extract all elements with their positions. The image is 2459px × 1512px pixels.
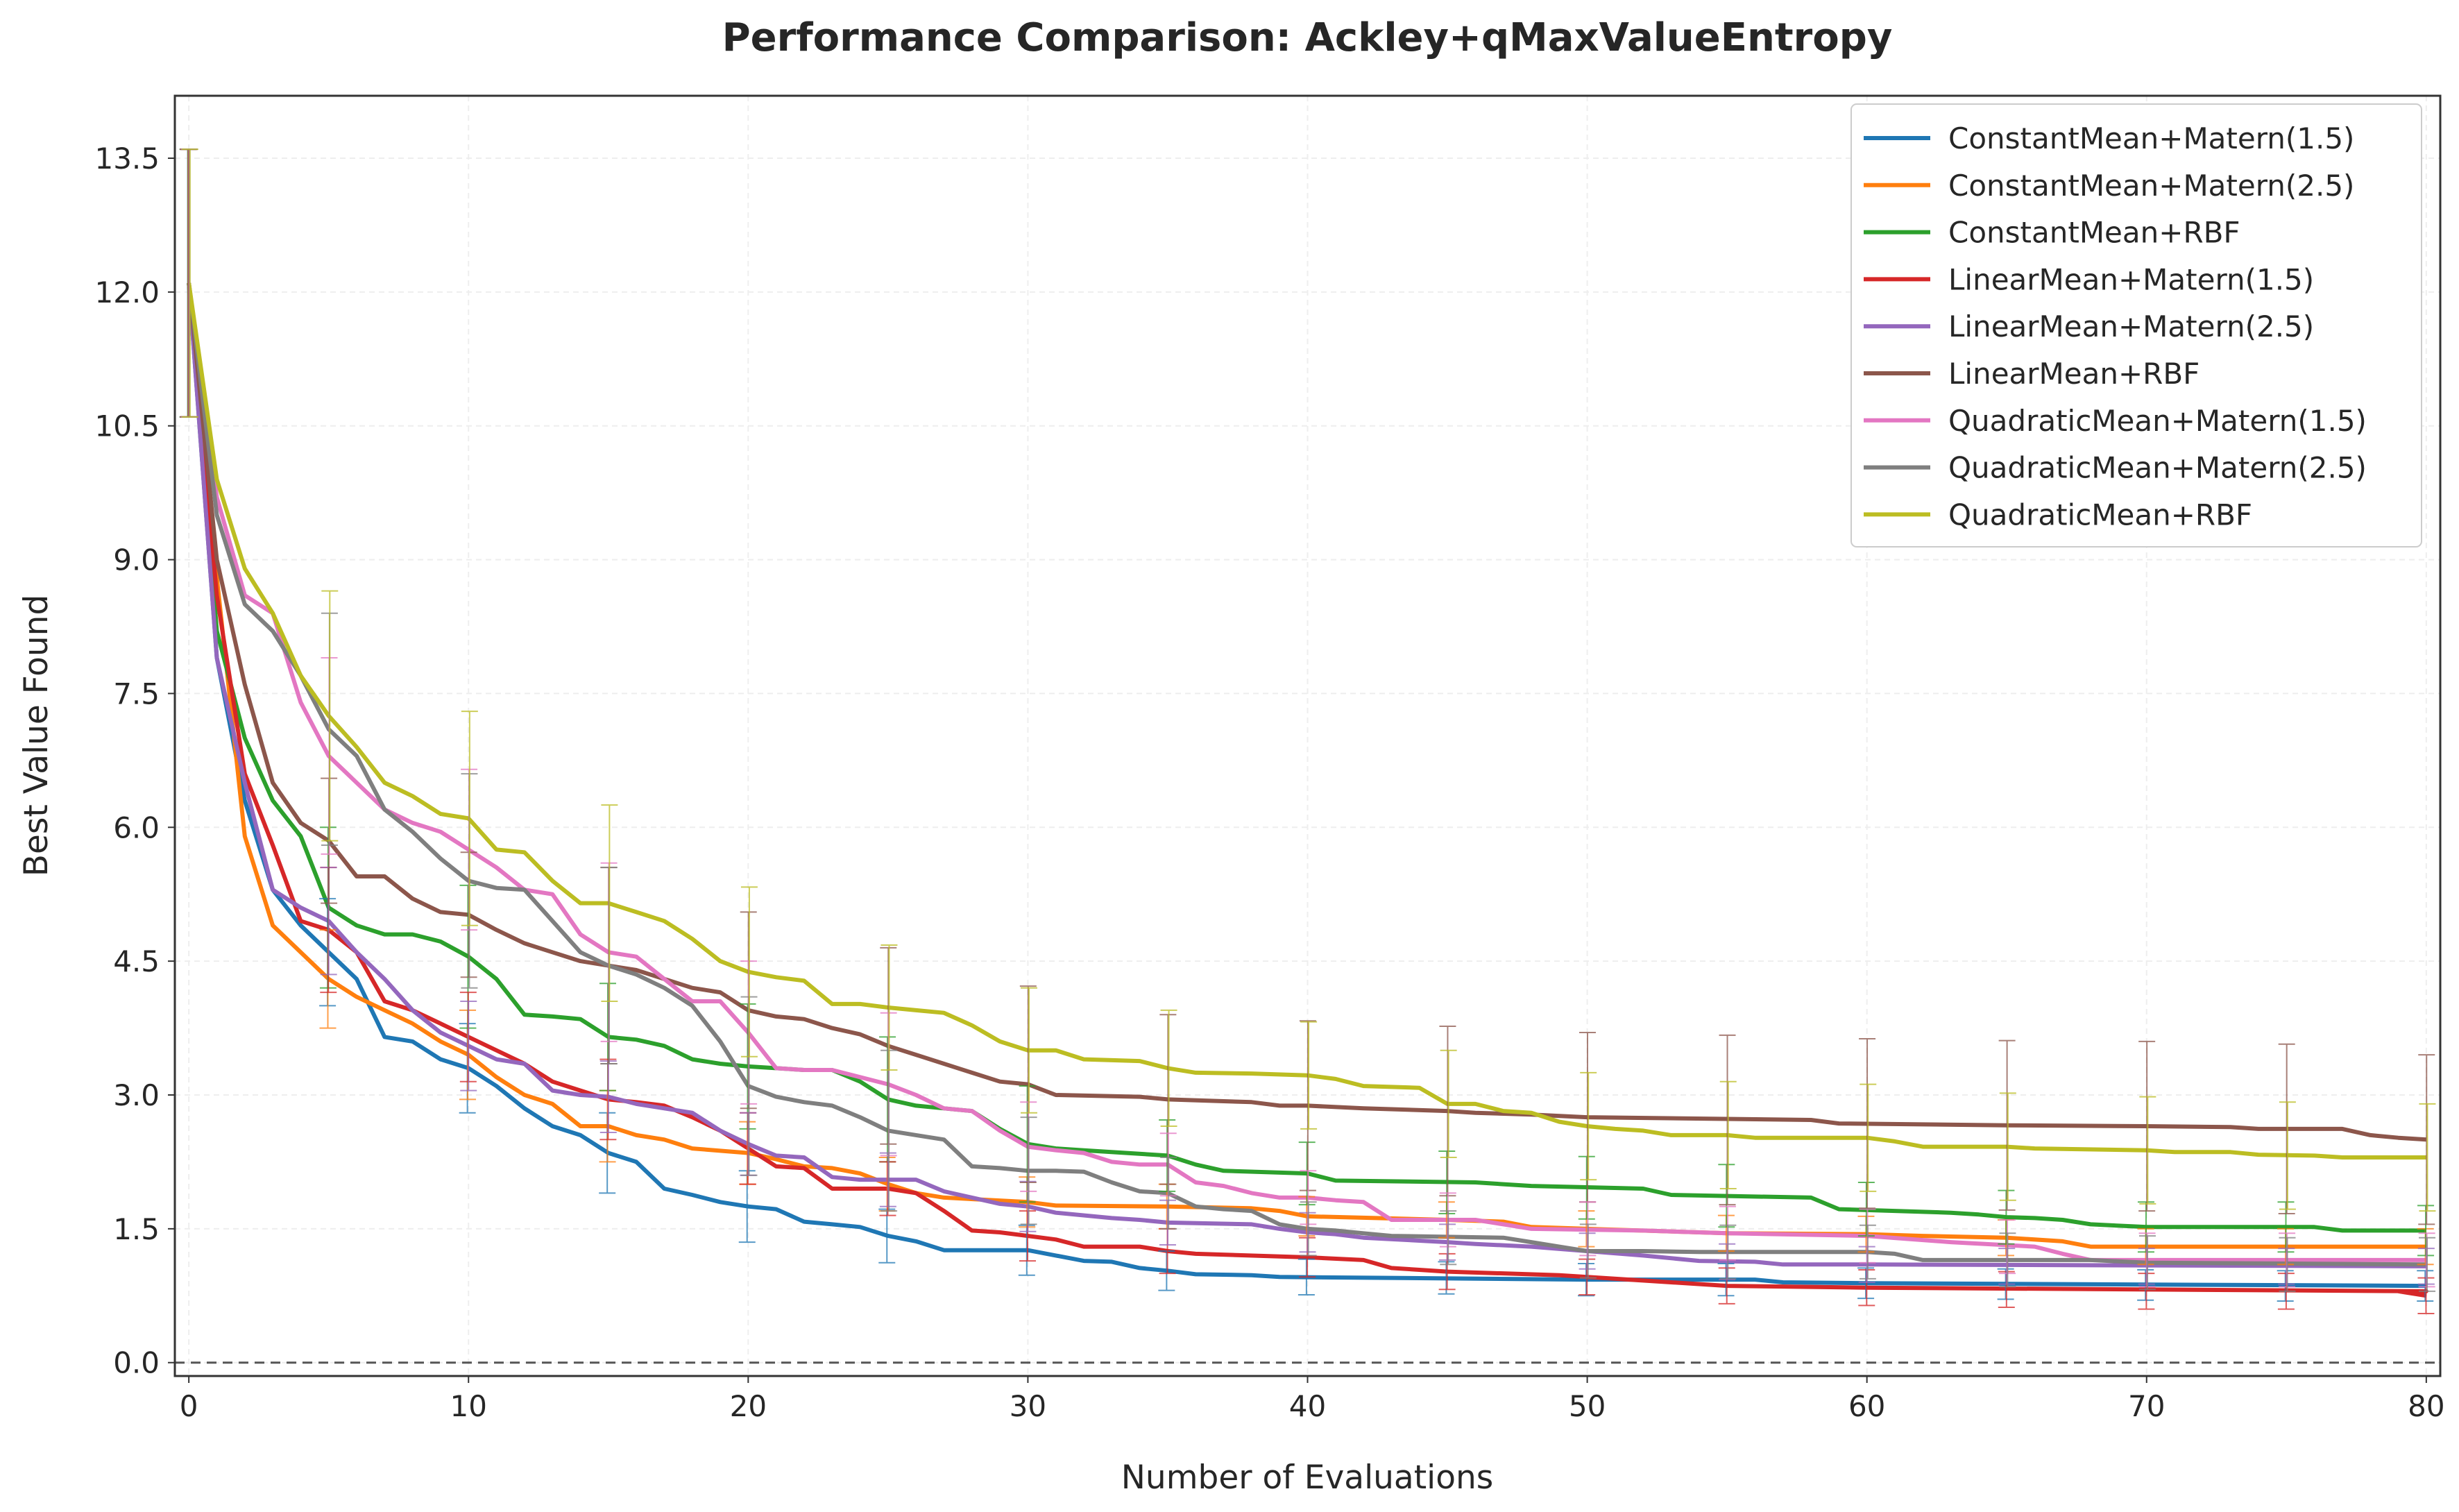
x-tick-label: 0 <box>180 1389 198 1423</box>
error-bar <box>1440 1210 1457 1266</box>
legend-label: ConstantMean+Matern(1.5) <box>1948 121 2354 155</box>
error-bar <box>1998 1189 2015 1245</box>
y-tick-label: 10.5 <box>94 409 160 443</box>
y-tick-label: 12.0 <box>94 275 160 309</box>
y-tick-label: 7.5 <box>113 677 160 711</box>
x-tick-label: 70 <box>2128 1389 2165 1423</box>
y-axis-label: Best Value Found <box>17 595 56 877</box>
error-bar <box>1158 1250 1175 1291</box>
legend: ConstantMean+Matern(1.5) ConstantMean+Mat… <box>1850 103 2422 547</box>
error-bar <box>1021 987 1038 1114</box>
y-tick-label: 3.0 <box>113 1078 160 1112</box>
legend-label: ConstantMean+RBF <box>1948 216 2240 250</box>
error-bar <box>1860 1083 1877 1192</box>
error-bar <box>2278 1043 2295 1214</box>
x-tick-label: 30 <box>1010 1389 1046 1423</box>
error-bar <box>601 804 618 1002</box>
error-bar <box>2419 1103 2436 1212</box>
error-bar <box>1859 1224 1876 1280</box>
error-bar <box>2279 1237 2296 1292</box>
error-bar <box>1159 1119 1176 1192</box>
error-bar <box>1020 1116 1037 1225</box>
error-bar <box>880 944 898 1071</box>
chart-title: Performance Comparison: Ackley+qMaxValue… <box>722 15 1893 60</box>
error-bar <box>1298 1141 1316 1206</box>
y-tick-label: 6.0 <box>113 810 160 844</box>
error-bar <box>1579 1223 1597 1279</box>
legend-label: LinearMean+RBF <box>1948 357 2200 391</box>
series-group <box>187 282 2428 1298</box>
error-bar <box>740 886 758 1057</box>
error-bar <box>2279 1101 2296 1210</box>
series-line <box>187 282 2426 1142</box>
legend-frame <box>1850 103 2422 547</box>
legend-label: ConstantMean+Matern(2.5) <box>1948 169 2354 203</box>
error-bar <box>2418 1054 2435 1225</box>
x-tick-label: 10 <box>450 1389 487 1423</box>
error-bar <box>2137 1269 2154 1301</box>
error-bar <box>1857 1267 1875 1300</box>
y-tick-label: 9.0 <box>113 543 160 577</box>
x-tick-label: 40 <box>1289 1389 1326 1423</box>
x-axis-ticks: 0 10 20 30 40 50 60 70 80 <box>180 1376 2445 1423</box>
x-tick-label: 20 <box>730 1389 767 1423</box>
legend-label: QuadraticMean+Matern(1.5) <box>1948 404 2367 438</box>
series-line <box>187 282 2426 1267</box>
error-bar <box>181 148 198 418</box>
error-bar <box>1718 1164 1735 1228</box>
error-bar <box>1438 1261 1455 1295</box>
series-line <box>187 282 2426 1289</box>
error-bar <box>1999 1092 2016 1201</box>
y-tick-label: 1.5 <box>113 1212 160 1246</box>
error-bar <box>461 711 478 926</box>
error-bar <box>2138 1235 2156 1291</box>
legend-label: LinearMean+Matern(1.5) <box>1948 262 2314 296</box>
y-tick-label: 4.5 <box>113 944 160 978</box>
error-bar <box>2139 1096 2156 1205</box>
x-tick-label: 60 <box>1848 1389 1885 1423</box>
error-bar <box>1160 1157 1177 1230</box>
error-bar <box>1438 1150 1456 1214</box>
series-line <box>187 282 2426 1160</box>
error-bar <box>1719 1034 1736 1206</box>
error-bar <box>1580 1071 1597 1181</box>
error-bar <box>2138 1040 2156 1212</box>
error-bar <box>1859 1038 1876 1209</box>
error-bar <box>1719 1080 1737 1189</box>
error-bar <box>1300 1021 1318 1130</box>
series-line <box>187 282 2428 1298</box>
error-bar <box>1440 1049 1457 1158</box>
error-bar <box>321 590 339 842</box>
x-tick-label: 80 <box>2408 1389 2444 1423</box>
y-axis-ticks: 0.0 1.5 3.0 4.5 6.0 7.5 9.0 10.5 12.0 13.5 <box>94 142 175 1380</box>
error-bar <box>1578 1155 1595 1220</box>
error-bar <box>2419 1237 2436 1292</box>
legend-label: LinearMean+Matern(2.5) <box>1948 309 2314 343</box>
error-bar <box>460 1001 477 1091</box>
error-bar <box>1159 1199 1176 1246</box>
error-bar <box>1160 1009 1177 1127</box>
series-line <box>187 282 2426 1268</box>
legend-label: QuadraticMean+RBF <box>1948 498 2252 532</box>
y-tick-label: 0.0 <box>113 1346 160 1380</box>
error-bar <box>2277 1270 2294 1302</box>
error-bar <box>1998 1039 2016 1211</box>
error-bar <box>2417 1270 2434 1302</box>
x-axis-label: Number of Evaluations <box>1121 1459 1493 1497</box>
error-bar <box>1719 1224 1737 1280</box>
legend-label: QuadraticMean+Matern(2.5) <box>1948 451 2367 485</box>
error-bar <box>1300 1201 1317 1257</box>
y-tick-label: 13.5 <box>94 142 160 176</box>
errorbar-group <box>179 148 2436 1314</box>
error-bar <box>1999 1232 2016 1288</box>
series-line <box>187 282 2426 1262</box>
x-tick-label: 50 <box>1569 1389 1606 1423</box>
